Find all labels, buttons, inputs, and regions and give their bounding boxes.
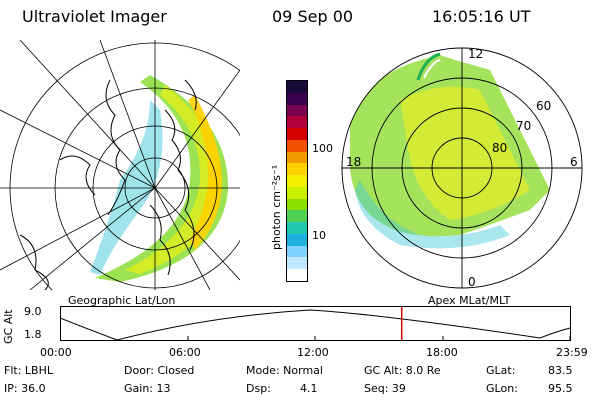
geographic-label: Geographic Lat/Lon [68, 294, 176, 307]
mlt-label-18: 18 [346, 155, 361, 169]
status-glon-label: GLon: [486, 382, 518, 395]
colorbar-segment [287, 233, 307, 246]
colorbar-segment [287, 175, 307, 187]
status-door: Door: Closed [124, 364, 195, 377]
colorbar-unit-label: photon cm⁻²s⁻¹ [270, 164, 283, 250]
status-glon-value: 95.5 [548, 382, 573, 395]
geo-emission-haze [90, 100, 163, 275]
mag-emission-haze [355, 180, 510, 249]
mlt-label-12: 12 [468, 47, 483, 61]
magnetic-label: Apex MLat/MLT [428, 294, 511, 307]
colorbar-segment [287, 92, 307, 105]
colorbar-segment [287, 245, 307, 258]
status-gc-alt: GC Alt: 8.0 Re [364, 364, 441, 377]
colorbar-segment [287, 186, 307, 199]
altitude-axis-label: GC Alt [2, 309, 15, 344]
status-dsp-label: Dsp: [246, 382, 271, 395]
altitude-plot [60, 306, 571, 341]
lat-label-80: 80 [492, 141, 507, 155]
status-ip: IP: 36.0 [4, 382, 46, 395]
geographic-map [0, 40, 240, 290]
colorbar-segment [287, 81, 307, 93]
time-tick-2359: 23:59 [556, 346, 588, 359]
colorbar-segment [287, 198, 307, 211]
colorbar-segment [287, 151, 307, 164]
colorbar-segment [287, 139, 307, 152]
altitude-y-top: 9.0 [24, 305, 42, 318]
mlt-label-6: 6 [570, 155, 578, 169]
colorbar-segment [287, 116, 307, 129]
time-tick-1200: 12:00 [297, 346, 329, 359]
instrument-title: Ultraviolet Imager [22, 7, 167, 26]
mlt-label-0: 0 [468, 275, 476, 289]
colorbar-tick-10: 10 [312, 229, 326, 242]
status-mode: Mode: Normal [246, 364, 323, 377]
colorbar-tick-100: 100 [312, 142, 333, 155]
altitude-curve [60, 309, 571, 341]
image-date: 09 Sep 00 [272, 7, 354, 26]
status-flt: Flt: LBHL [4, 364, 53, 377]
status-dsp-value: 4.1 [300, 382, 318, 395]
time-tick-0600: 06:00 [169, 346, 201, 359]
colorbar [286, 80, 308, 282]
colorbar-segment [287, 163, 307, 176]
mag-emission-bright [400, 86, 530, 221]
lat-label-60: 60 [536, 99, 551, 113]
image-time: 16:05:16 UT [432, 7, 531, 26]
time-tick-1800: 18:00 [426, 346, 458, 359]
status-gain: Gain: 13 [124, 382, 171, 395]
lat-label-70: 70 [516, 119, 531, 133]
colorbar-segment [287, 257, 307, 270]
status-seq: Seq: 39 [364, 382, 406, 395]
colorbar-segment [287, 104, 307, 117]
geo-emission-inner [188, 95, 223, 250]
magnetic-polar-plot: 12 18 6 0 60 70 80 [341, 47, 583, 289]
colorbar-segment [287, 128, 307, 140]
colorbar-segment [287, 269, 307, 282]
status-glat-value: 83.5 [548, 364, 573, 377]
time-tick-0000: 00:00 [40, 346, 72, 359]
colorbar-segment [287, 222, 307, 234]
status-glat-label: GLat: [486, 364, 516, 377]
altitude-y-bottom: 1.8 [24, 328, 42, 341]
colorbar-segment [287, 210, 307, 223]
